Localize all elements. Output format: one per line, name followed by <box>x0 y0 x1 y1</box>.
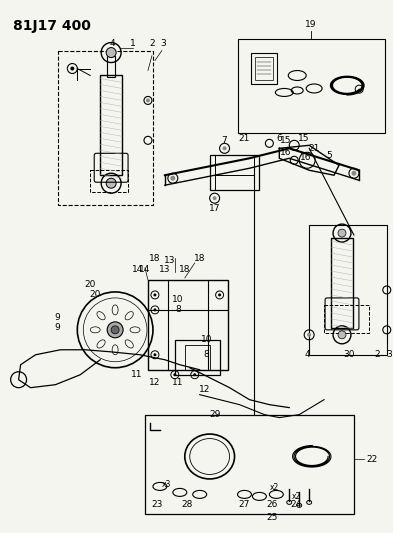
Bar <box>331 238 353 328</box>
Text: 13: 13 <box>159 265 171 274</box>
Text: 14: 14 <box>132 265 144 274</box>
Bar <box>175 340 220 375</box>
Circle shape <box>222 147 227 150</box>
Text: 18: 18 <box>194 254 206 263</box>
Circle shape <box>307 333 311 337</box>
Text: 15: 15 <box>279 136 291 145</box>
Text: 25: 25 <box>267 513 278 522</box>
Bar <box>145 415 354 514</box>
Text: 2: 2 <box>149 39 155 48</box>
Text: 12: 12 <box>199 385 210 394</box>
Bar <box>324 305 369 333</box>
Bar <box>185 345 209 370</box>
Circle shape <box>173 373 176 376</box>
Text: 21: 21 <box>309 144 320 153</box>
Text: 21: 21 <box>239 134 250 143</box>
Circle shape <box>218 294 221 296</box>
Bar <box>237 38 385 133</box>
Text: 81J17 400: 81J17 400 <box>13 19 90 33</box>
Circle shape <box>153 353 156 356</box>
Circle shape <box>193 373 196 376</box>
Text: 9: 9 <box>55 324 60 333</box>
Text: 15: 15 <box>298 134 310 143</box>
Text: 5: 5 <box>326 151 332 160</box>
Bar <box>100 76 122 175</box>
Text: 3: 3 <box>386 350 392 359</box>
Text: x2: x2 <box>270 483 279 492</box>
Text: 16: 16 <box>279 148 291 157</box>
Text: 2: 2 <box>374 350 380 359</box>
Text: x2: x2 <box>292 492 301 501</box>
Text: 20: 20 <box>84 280 96 289</box>
Bar <box>209 155 259 190</box>
Bar <box>252 53 277 84</box>
Text: 14: 14 <box>139 265 151 274</box>
Bar <box>59 51 153 205</box>
Circle shape <box>146 99 150 102</box>
Bar <box>148 280 228 370</box>
Text: 16: 16 <box>300 153 312 162</box>
Text: 20: 20 <box>90 290 101 300</box>
Circle shape <box>338 331 346 339</box>
Text: x3: x3 <box>162 480 172 489</box>
Circle shape <box>153 294 156 296</box>
Circle shape <box>70 67 74 70</box>
Text: 28: 28 <box>181 500 193 509</box>
Circle shape <box>106 47 116 58</box>
Text: 10: 10 <box>172 295 184 304</box>
Text: 24: 24 <box>290 500 302 509</box>
Text: 8: 8 <box>175 305 181 314</box>
Text: 1: 1 <box>130 39 136 48</box>
Text: 6: 6 <box>276 134 282 143</box>
Text: 7: 7 <box>222 136 228 145</box>
Text: 19: 19 <box>305 20 317 29</box>
Bar <box>90 170 128 192</box>
Text: 13: 13 <box>164 255 176 264</box>
Circle shape <box>338 229 346 237</box>
Text: 18: 18 <box>179 265 191 274</box>
Text: 3: 3 <box>160 39 166 48</box>
Text: 4: 4 <box>109 39 115 48</box>
Circle shape <box>213 196 217 200</box>
Text: 23: 23 <box>151 500 163 509</box>
Text: 9: 9 <box>55 313 60 322</box>
Text: 22: 22 <box>366 455 378 464</box>
Text: 17: 17 <box>209 204 220 213</box>
Text: 10: 10 <box>201 335 213 344</box>
Bar <box>255 56 274 80</box>
Circle shape <box>107 322 123 338</box>
Circle shape <box>106 178 116 188</box>
Text: 4: 4 <box>304 350 310 359</box>
Text: 18: 18 <box>149 254 161 263</box>
Text: 11: 11 <box>131 370 143 379</box>
Circle shape <box>111 326 119 334</box>
Text: 27: 27 <box>239 500 250 509</box>
Text: 11: 11 <box>172 378 184 387</box>
Circle shape <box>170 176 175 181</box>
Circle shape <box>153 309 156 311</box>
Text: 26: 26 <box>267 500 278 509</box>
Bar <box>107 55 115 77</box>
Circle shape <box>351 171 356 176</box>
Bar <box>309 225 387 355</box>
Text: 12: 12 <box>149 378 161 387</box>
Text: 30: 30 <box>343 350 355 359</box>
Text: 29: 29 <box>209 410 220 419</box>
Text: 8: 8 <box>204 350 209 359</box>
